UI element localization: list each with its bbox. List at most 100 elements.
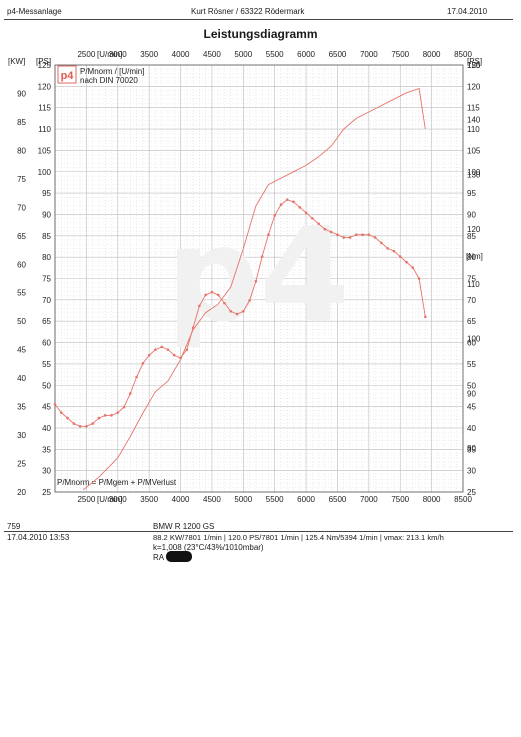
- torque-point: [254, 279, 258, 283]
- kw-tick-label: 30: [17, 431, 26, 440]
- torque-point: [78, 425, 82, 428]
- x-tick-label-bottom: 5000: [234, 495, 252, 504]
- torque-point: [348, 236, 352, 239]
- nm-tick-label: 140: [467, 116, 481, 125]
- ps-left-tick-label: 50: [42, 381, 51, 390]
- torque-point: [317, 222, 320, 226]
- ps-left-tick-label: 115: [38, 104, 51, 113]
- ps-left-tick-label: 75: [42, 275, 51, 284]
- x-tick-label-bottom: 5500: [266, 495, 284, 504]
- kw-tick-label: 70: [17, 203, 26, 212]
- plot-frame: [54, 64, 464, 493]
- legend-line-2: nach DIN 70020: [80, 76, 138, 85]
- x-tick-label-top: 2500: [77, 50, 95, 59]
- footer-vehicle: BMW R 1200 GS: [153, 522, 215, 531]
- torque-point: [166, 348, 170, 351]
- torque-point: [342, 236, 346, 239]
- kw-tick-label: 40: [17, 374, 26, 383]
- ps-right-tick-label: 120: [467, 82, 481, 91]
- torque-point: [242, 310, 245, 313]
- kw-tick-label: 75: [17, 175, 26, 184]
- x-tick-label-bottom: 4500: [203, 495, 221, 504]
- x-tick-label-bottom: 6000: [297, 495, 315, 504]
- page-title: Leistungsdiagramm: [203, 27, 318, 41]
- torque-point: [398, 255, 402, 258]
- torque-point: [392, 249, 396, 253]
- torque-point: [160, 345, 164, 349]
- torque-point: [116, 411, 120, 414]
- ps-right-tick-label: 100: [467, 168, 481, 177]
- ps-left-tick-label: 90: [42, 210, 51, 219]
- x-tick-label-top: 5000: [234, 50, 252, 59]
- ps-right-tick-label: 85: [467, 232, 476, 241]
- kw-tick-label: 55: [17, 289, 26, 298]
- torque-point: [229, 310, 233, 313]
- ps-right-tick-label: 25: [467, 488, 476, 497]
- ps-right-tick-label: 125: [467, 61, 481, 70]
- torque-point: [66, 416, 69, 420]
- kw-tick-label: 80: [17, 146, 26, 155]
- ps-right-tick-label: 70: [467, 296, 476, 305]
- ps-right-tick-label: 65: [467, 317, 476, 326]
- torque-point: [298, 206, 302, 209]
- torque-point: [179, 356, 182, 360]
- torque-point: [424, 315, 427, 319]
- torque-point: [97, 416, 101, 420]
- footer-correction: k=1,008 (23°C/43%/1010mbar): [153, 543, 264, 552]
- x-tick-label-top: 4500: [203, 50, 221, 59]
- torque-point: [235, 312, 239, 316]
- nm-axis-unit: [Nm]: [466, 252, 483, 261]
- footer-timestamp: 17.04.2010 13:53: [7, 533, 70, 542]
- torque-point: [323, 227, 327, 231]
- ps-right-tick-label: 115: [467, 104, 480, 113]
- torque-point: [191, 326, 195, 330]
- header-center: Kurt Rösner / 63322 Rödermark: [191, 7, 305, 16]
- x-tick-label-top: 6000: [297, 50, 315, 59]
- x-tick-label-bottom: 8000: [423, 495, 441, 504]
- torque-point: [91, 422, 94, 425]
- kw-tick-label: 65: [17, 232, 26, 241]
- torque-point: [260, 255, 264, 258]
- ps-left-tick-label: 30: [42, 467, 51, 476]
- torque-point: [273, 214, 276, 217]
- x-tick-label-top: 3500: [140, 50, 158, 59]
- torque-point: [72, 422, 76, 425]
- ps-left-tick-label: 60: [42, 339, 51, 348]
- x-tick-label-top: 5500: [266, 50, 284, 59]
- footer-rule: [4, 531, 513, 532]
- nm-tick-label: 90: [467, 389, 476, 398]
- torque-point: [405, 260, 408, 264]
- kw-axis-unit: [KW]: [8, 57, 25, 66]
- torque-point: [304, 211, 308, 215]
- torque-point: [267, 233, 270, 237]
- ps-right-axis-unit: [PS]: [467, 57, 482, 66]
- x-tick-label-top: 7500: [391, 50, 409, 59]
- nm-tick-label: 80: [467, 444, 476, 453]
- ps-left-tick-label: 95: [42, 189, 51, 198]
- torque-point: [122, 405, 126, 409]
- x-tick-label-bottom: 6500: [329, 495, 347, 504]
- torque-point: [103, 414, 107, 417]
- x-tick-label-bottom: 7500: [391, 495, 409, 504]
- x-tick-label-top: 6500: [329, 50, 347, 59]
- x-tick-label-top: 8500: [454, 50, 472, 59]
- footer-results: 88.2 KW/7801 1/min | 120.0 PS/7801 1/min…: [153, 533, 444, 542]
- ps-left-tick-label: 85: [42, 232, 51, 241]
- ps-left-tick-label: 125: [38, 61, 52, 70]
- x-tick-label-bottom: 3000: [109, 495, 127, 504]
- torque-point: [204, 293, 207, 297]
- ps-right-tick-label: 35: [467, 445, 476, 454]
- ps-left-tick-label: 65: [42, 317, 51, 326]
- ps-right-tick-label: 110: [467, 125, 480, 134]
- ps-left-tick-label: 70: [42, 296, 51, 305]
- x-tick-label-top: 8000: [423, 50, 441, 59]
- torque-point: [53, 403, 57, 406]
- ps-left-tick-label: 120: [38, 82, 52, 91]
- x-tick-label-top: 3000: [109, 50, 127, 59]
- legend-logo-box: [57, 65, 77, 84]
- header-rule: [4, 19, 513, 20]
- ps-right-tick-label: 50: [467, 381, 476, 390]
- torque-point: [185, 348, 189, 351]
- footer-id: 759: [7, 522, 21, 531]
- kw-tick-label: 90: [17, 89, 26, 98]
